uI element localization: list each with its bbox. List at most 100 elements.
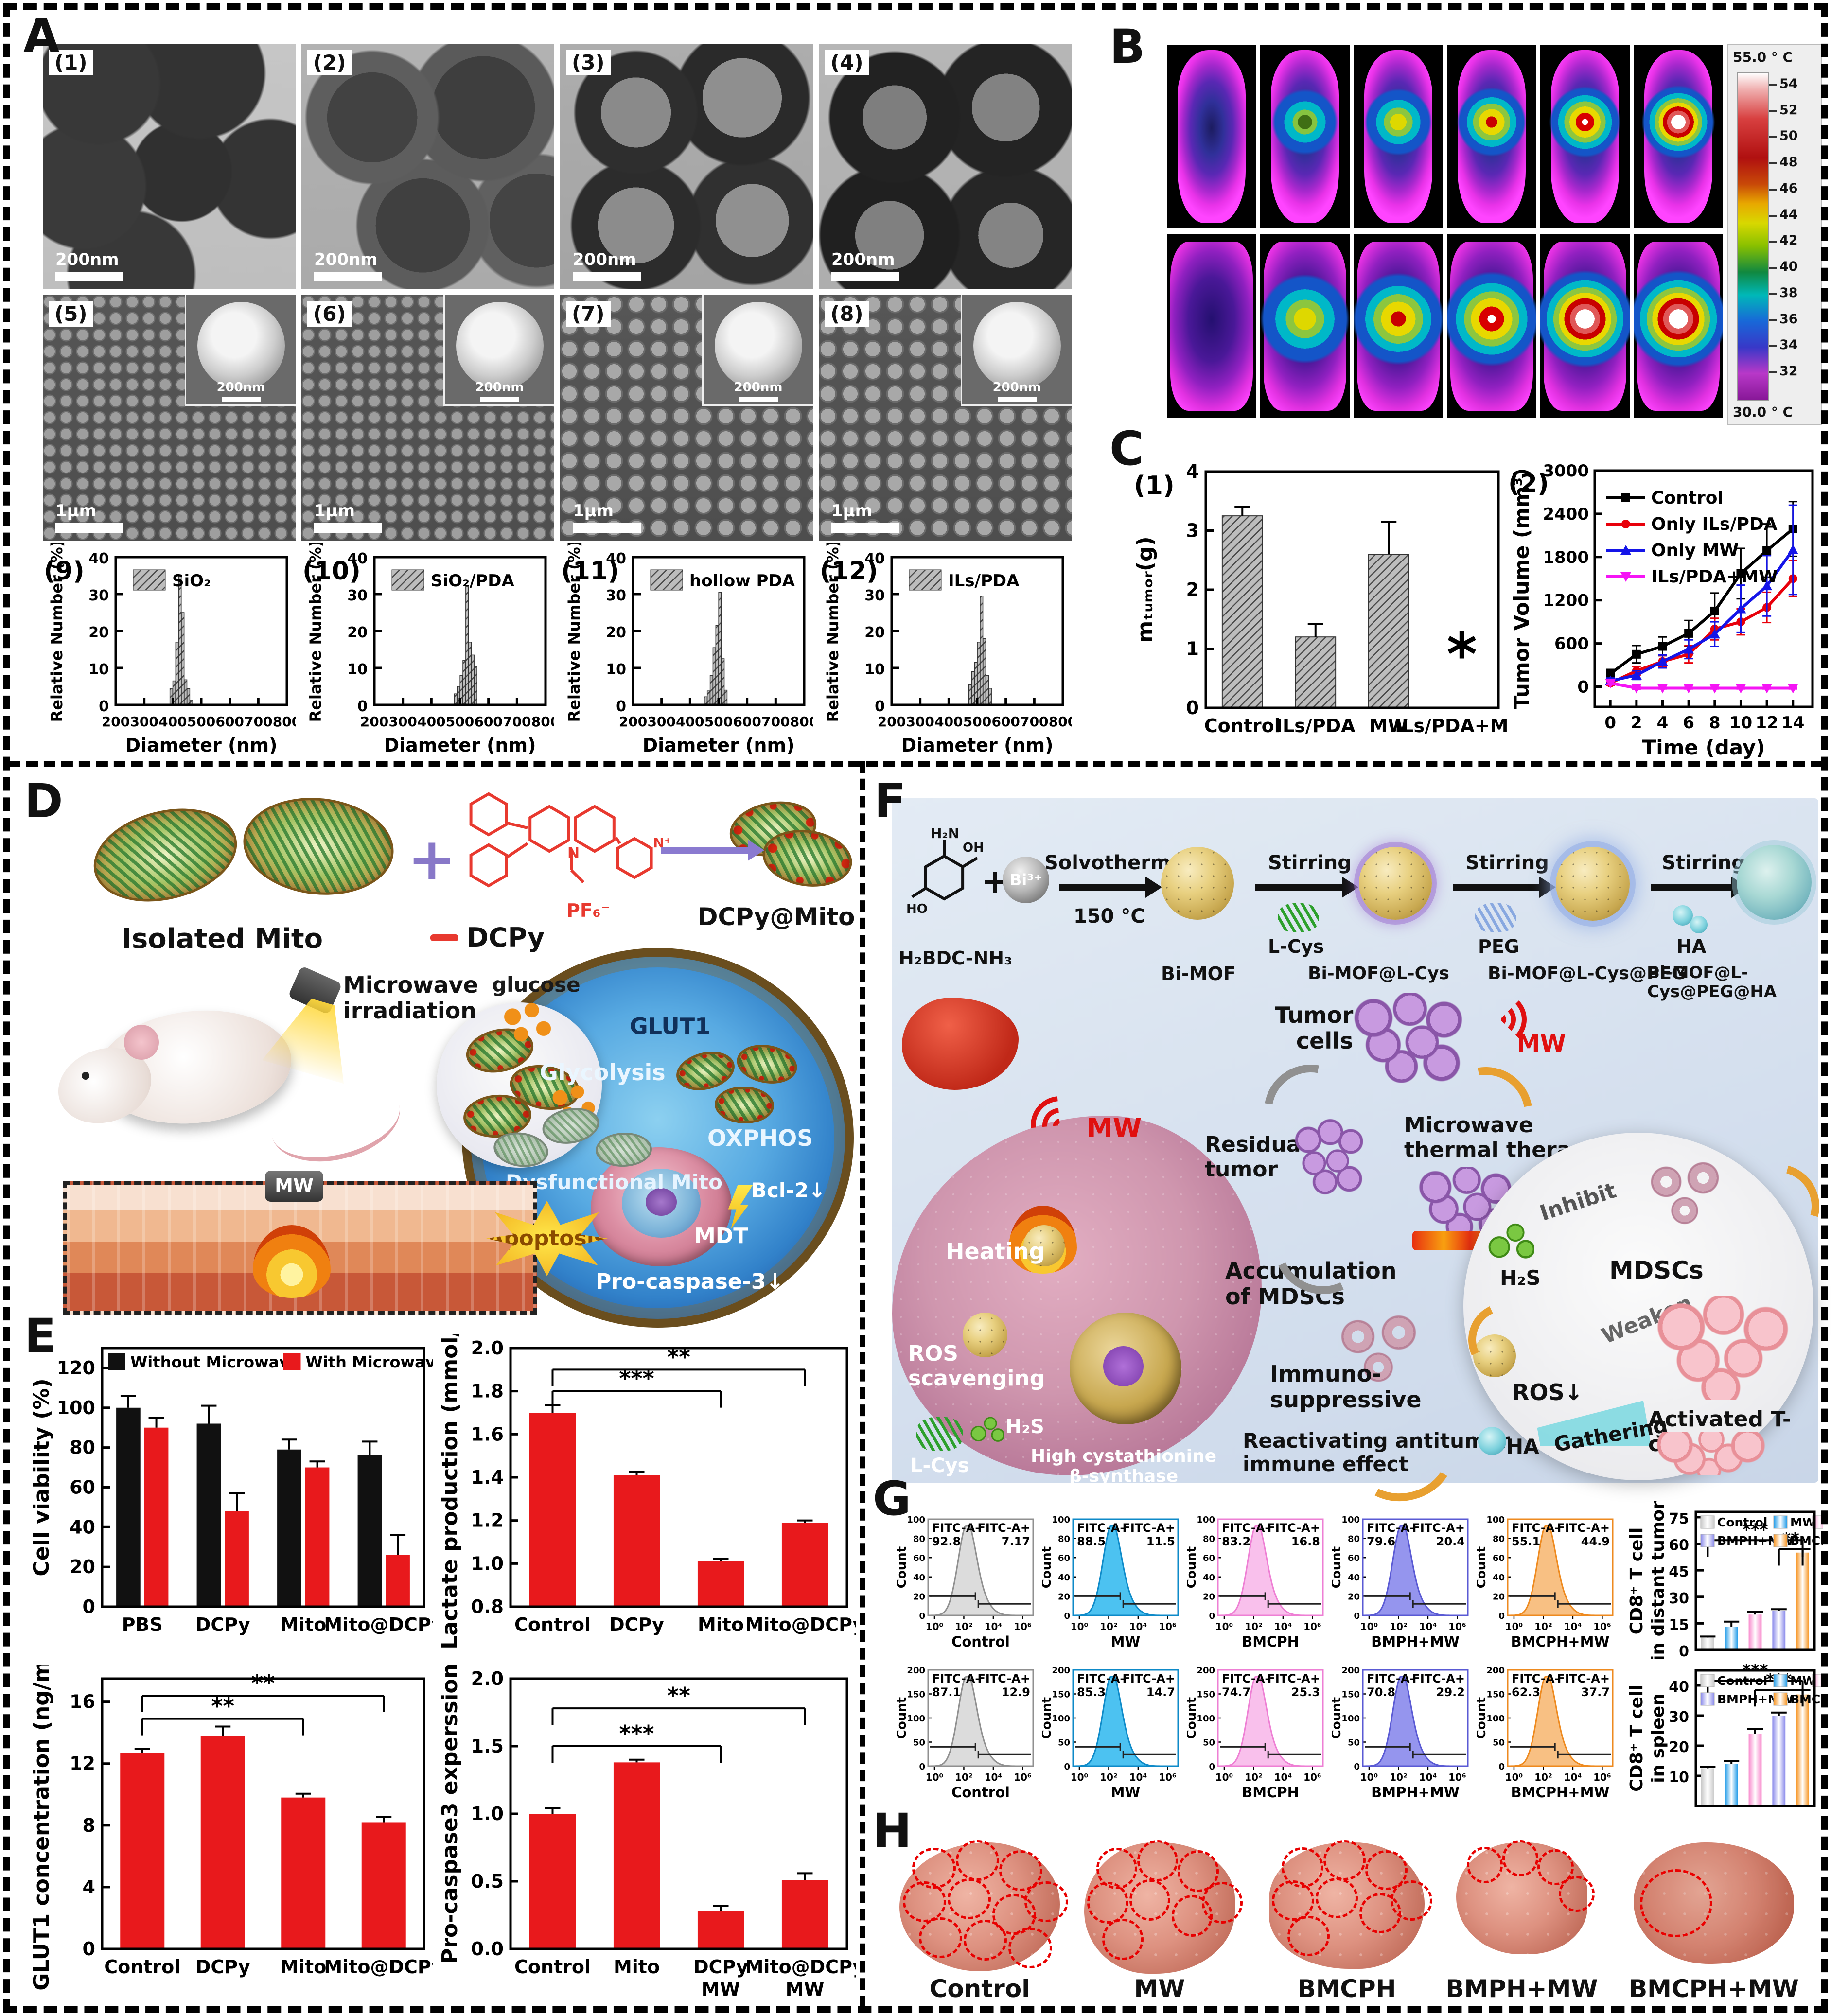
svg-text:500: 500 bbox=[963, 714, 991, 730]
svg-text:3: 3 bbox=[1186, 520, 1199, 542]
scalebar: 1μm bbox=[314, 503, 382, 533]
svg-text:800: 800 bbox=[531, 714, 554, 730]
lung-photo-label: BMPH+MW bbox=[1445, 1975, 1598, 2003]
thermal-image bbox=[1447, 45, 1536, 228]
flow-histogram-BMCPH+MW: 0 20 40 60 80 100 FITC-A- 55.1 FITC-A+ 44.9 10⁰ 10²… bbox=[1474, 1505, 1618, 1650]
svg-text:10⁶: 10⁶ bbox=[1593, 1771, 1611, 1783]
thermal-hotspot bbox=[1540, 270, 1630, 368]
svg-text:FITC-A-: FITC-A- bbox=[1222, 1521, 1269, 1535]
svg-text:Cell viability (%): Cell viability (%) bbox=[29, 1378, 54, 1576]
h2s-label: H₂S bbox=[1500, 1266, 1541, 1290]
svg-text:10⁴: 10⁴ bbox=[1129, 1621, 1147, 1632]
svg-text:150: 150 bbox=[1341, 1690, 1360, 1700]
colorbar-tick-label: 38 bbox=[1779, 285, 1798, 300]
svg-text:Mito@DCPy: Mito@DCPy bbox=[324, 1956, 433, 1978]
svg-text:Count: Count bbox=[1477, 1697, 1489, 1739]
svg-text:DCPy: DCPy bbox=[195, 1956, 250, 1978]
svg-text:1.8: 1.8 bbox=[471, 1381, 504, 1402]
colorbar-tick bbox=[1769, 214, 1777, 217]
svg-text:0.8: 0.8 bbox=[471, 1596, 504, 1617]
tumor-circle bbox=[1640, 1869, 1712, 1937]
residual-tumor-cells bbox=[1292, 1118, 1365, 1196]
svg-text:10: 10 bbox=[864, 661, 885, 678]
svg-text:FITC-A-: FITC-A- bbox=[1077, 1672, 1125, 1685]
thermal-hotspot bbox=[1447, 270, 1536, 368]
svg-text:HO: HO bbox=[906, 902, 928, 916]
thermal-image bbox=[1447, 234, 1536, 418]
scalebar-line bbox=[831, 523, 899, 533]
svg-text:14: 14 bbox=[1781, 713, 1804, 733]
mdscs-label: MDSCs bbox=[1609, 1256, 1704, 1284]
svg-text:1: 1 bbox=[1186, 638, 1199, 660]
thermal-image bbox=[1167, 45, 1256, 228]
svg-text:150: 150 bbox=[1052, 1690, 1070, 1700]
svg-text:100: 100 bbox=[1052, 1714, 1070, 1724]
svg-text:OH: OH bbox=[963, 841, 983, 855]
svg-text:1.2: 1.2 bbox=[471, 1510, 504, 1531]
svg-text:10⁰: 10⁰ bbox=[1071, 1771, 1089, 1783]
accumulation-mdscs-label: Accumulation of MDSCs bbox=[1225, 1258, 1397, 1310]
mouse-thermal-body bbox=[1170, 242, 1253, 411]
inset-scalebar: 200nm bbox=[962, 380, 1072, 402]
svg-text:MW: MW bbox=[702, 1979, 740, 2000]
tumor-mass-illustration bbox=[892, 1116, 1262, 1475]
panel-e-label: E bbox=[24, 1309, 56, 1363]
svg-text:Control: Control bbox=[514, 1614, 591, 1635]
scalebar-line bbox=[831, 272, 899, 281]
svg-text:80: 80 bbox=[1058, 1534, 1070, 1544]
svg-text:10²: 10² bbox=[1100, 1621, 1118, 1632]
svg-text:74.7: 74.7 bbox=[1222, 1685, 1250, 1699]
svg-text:700: 700 bbox=[244, 714, 272, 730]
svg-text:FITC-A+: FITC-A+ bbox=[1267, 1521, 1320, 1535]
thermal-images-row1 bbox=[1167, 45, 1723, 228]
flow-histogram-Control: 0 50 100 150 200 FITC-A- 87.1 FITC-A+ 12.9 10⁰ 10²… bbox=[895, 1655, 1038, 1801]
thermal-images-row2 bbox=[1167, 234, 1723, 418]
svg-text:40: 40 bbox=[913, 1573, 925, 1583]
svg-text:CD8⁺ T cell: CD8⁺ T cell bbox=[1627, 1527, 1647, 1634]
svg-text:10⁶: 10⁶ bbox=[1159, 1771, 1177, 1783]
svg-text:50: 50 bbox=[1203, 1738, 1215, 1748]
arrow-solvothermal bbox=[1059, 877, 1162, 898]
thermal-hotspot bbox=[1642, 85, 1715, 158]
svg-text:40: 40 bbox=[1058, 1573, 1070, 1583]
arrow-stirring-1 bbox=[1255, 877, 1358, 898]
svg-text:10⁶: 10⁶ bbox=[1014, 1621, 1032, 1632]
svg-text:Mito: Mito bbox=[698, 1614, 744, 1635]
svg-text:4: 4 bbox=[1657, 713, 1669, 733]
thermal-hotspot bbox=[1260, 270, 1350, 368]
tumor-circle bbox=[1178, 1850, 1219, 1892]
svg-text:(2): (2) bbox=[1508, 469, 1549, 498]
svg-text:MW: MW bbox=[1790, 1674, 1815, 1688]
svg-text:FITC-A-: FITC-A- bbox=[1367, 1672, 1414, 1685]
svg-text:10⁶: 10⁶ bbox=[1159, 1621, 1177, 1632]
svg-text:600: 600 bbox=[1554, 634, 1589, 654]
thermal-image bbox=[1634, 45, 1723, 228]
colorbar-tick-label: 32 bbox=[1779, 364, 1798, 379]
svg-text:10⁶: 10⁶ bbox=[1448, 1771, 1466, 1783]
tumor-circle bbox=[1102, 1918, 1144, 1961]
svg-text:16: 16 bbox=[70, 1691, 95, 1713]
svg-text:1200: 1200 bbox=[1543, 591, 1589, 611]
svg-text:BMCPH+MW: BMCPH+MW bbox=[1511, 1784, 1610, 1801]
svg-text:700: 700 bbox=[761, 714, 790, 730]
svg-text:0.0: 0.0 bbox=[471, 1938, 504, 1960]
svg-text:PBS: PBS bbox=[122, 1614, 163, 1635]
tumor-circle bbox=[1129, 1879, 1171, 1921]
ha-label: HA bbox=[1676, 936, 1707, 957]
colorbar-tick bbox=[1769, 241, 1777, 243]
svg-text:10⁰: 10⁰ bbox=[1505, 1771, 1523, 1783]
glucose-dots bbox=[501, 1001, 554, 1045]
svg-text:25.3: 25.3 bbox=[1291, 1685, 1320, 1699]
svg-text:Control: Control bbox=[514, 1956, 591, 1978]
sem-inset: 200nm bbox=[443, 295, 554, 406]
pro-caspase3-chart: 0.0 0.5 1.0 1.5 2.0 Control Mito DCPy MW Mito@DCP… bbox=[438, 1664, 865, 2001]
svg-text:SiO₂/PDA: SiO₂/PDA bbox=[431, 571, 514, 591]
svg-text:60: 60 bbox=[1493, 1553, 1505, 1563]
svg-text:10: 10 bbox=[347, 661, 368, 678]
svg-text:700: 700 bbox=[503, 714, 531, 730]
svg-text:10: 10 bbox=[1669, 1769, 1689, 1786]
svg-text:FITC-A+: FITC-A+ bbox=[1122, 1521, 1175, 1535]
svg-text:Diameter (nm): Diameter (nm) bbox=[384, 735, 536, 756]
flow-histogram-MW: 0 20 40 60 80 100 FITC-A- 88.5 FITC-A+ 11.5 10⁰ 10²… bbox=[1039, 1505, 1183, 1650]
